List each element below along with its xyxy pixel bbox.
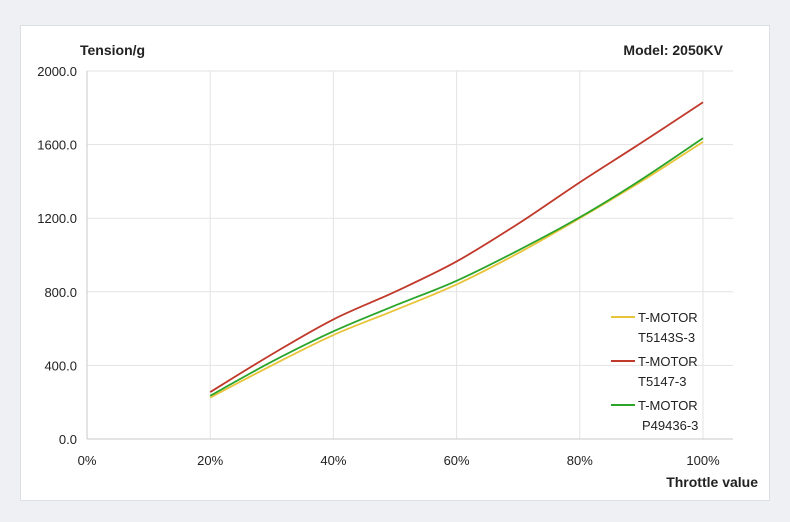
axes	[86, 71, 733, 440]
grid	[87, 70, 733, 439]
x-tick-label: 20%	[197, 453, 223, 468]
y-tick-label: 2000.0	[37, 64, 77, 79]
y-tick-label: 0.0	[59, 432, 77, 447]
legend[interactable]: T-MOTOR T5143S-3 T-MOTOR T5147-3 T-MOTOR P494…	[611, 310, 698, 433]
legend-item[interactable]: T-MOTOR T5147-3	[611, 354, 698, 389]
x-tick-labels: 0% 20% 40% 60% 80% 100%	[78, 453, 720, 468]
series-line-3	[209, 137, 704, 397]
y-axis-label: Tension/g	[80, 42, 145, 58]
x-tick-label: 60%	[444, 453, 470, 468]
chart-title: Model: 2050KV	[623, 42, 723, 58]
legend-item[interactable]: T-MOTOR T5143S-3	[611, 310, 698, 345]
chart-frame	[20, 25, 770, 501]
y-tick-label: 1600.0	[37, 138, 77, 153]
y-tick-label: 1200.0	[37, 211, 77, 226]
legend-label-line2: P49436-3	[642, 418, 698, 433]
legend-label-line2: T5143S-3	[638, 330, 695, 345]
legend-label-line2: T5147-3	[638, 374, 686, 389]
legend-label-line1: T-MOTOR	[638, 398, 698, 413]
x-axis-label: Throttle value	[666, 474, 758, 490]
x-tick-label: 80%	[567, 453, 593, 468]
y-tick-label: 400.0	[44, 358, 77, 373]
y-tick-label: 800.0	[44, 285, 77, 300]
series-lines	[209, 101, 704, 399]
x-tick-label: 100%	[686, 453, 720, 468]
series-line-2	[209, 101, 704, 393]
y-tick-labels: 0.0 400.0 800.0 1200.0 1600.0 2000.0	[37, 64, 77, 447]
legend-label-line1: T-MOTOR	[638, 354, 698, 369]
x-tick-label: 0%	[78, 453, 97, 468]
series-line-1	[209, 141, 704, 399]
x-tick-label: 40%	[320, 453, 346, 468]
legend-label-line1: T-MOTOR	[638, 310, 698, 325]
legend-item[interactable]: T-MOTOR P49436-3	[611, 398, 698, 433]
